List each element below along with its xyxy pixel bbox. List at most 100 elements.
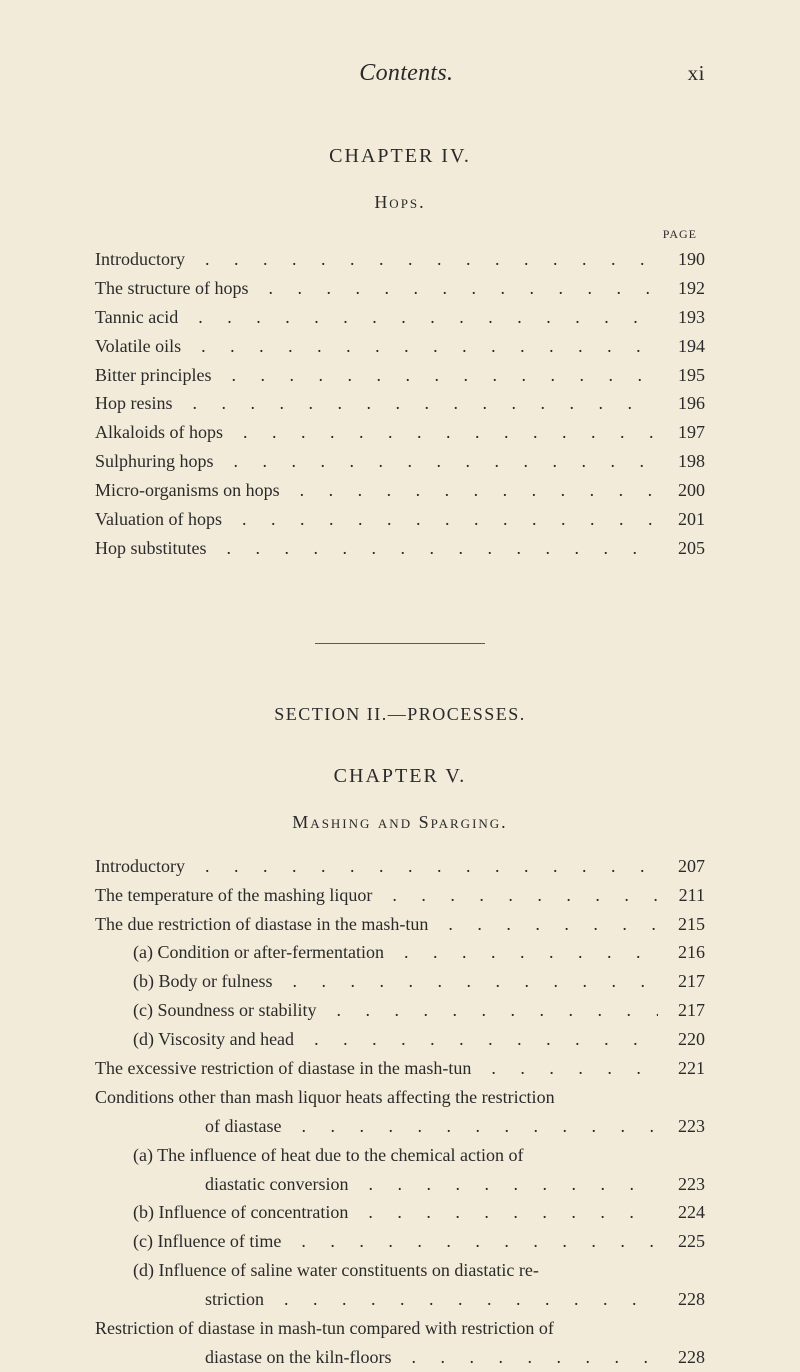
toc-entry-page: 190 — [658, 246, 705, 274]
toc-entry-text: The structure of hops — [95, 275, 248, 303]
header-row: Contents. xi — [95, 60, 705, 87]
toc-entry: (b) Influence of concentration. . . . . … — [95, 1199, 705, 1227]
toc-entry-page: 217 — [658, 997, 705, 1025]
toc-entry-text: (d) Influence of saline water constituen… — [133, 1257, 539, 1285]
toc-entry: (a) The influence of heat due to the che… — [95, 1142, 705, 1170]
toc-entry-text: Conditions other than mash liquor heats … — [95, 1084, 555, 1112]
page-label: PAGE — [95, 227, 705, 242]
toc-entry-text: Tannic acid — [95, 304, 178, 332]
toc-entry-page: 216 — [658, 939, 705, 967]
toc-leader: . . . . . . . . . . . . . . . . — [185, 853, 658, 881]
toc-entry-page: 194 — [658, 333, 705, 361]
toc-entry-text: Sulphuring hops — [95, 448, 214, 476]
toc-leader: . . . . . . . . . . . . . . . . — [272, 968, 658, 996]
toc-leader: . . . . . . . . . . . . . . . . — [281, 1228, 658, 1256]
toc-entry-page: 201 — [658, 506, 705, 534]
toc-leader: . . . . . . . . . . . . . . . . — [391, 1344, 658, 1372]
toc-entry: Micro-organisms on hops. . . . . . . . .… — [95, 477, 705, 505]
toc-entry-page: 221 — [658, 1055, 705, 1083]
chapter-5-heading: CHAPTER V. — [95, 765, 705, 788]
toc-entry: The excessive restriction of diastase in… — [95, 1055, 705, 1083]
chapter-5-entries: Introductory. . . . . . . . . . . . . . … — [95, 853, 705, 1372]
toc-entry-text: Introductory — [95, 853, 185, 881]
toc-entry-text: diastatic conversion — [205, 1171, 348, 1199]
toc-entry: The due restriction of diastase in the m… — [95, 911, 705, 939]
toc-entry: Introductory. . . . . . . . . . . . . . … — [95, 246, 705, 274]
toc-entry: of diastase. . . . . . . . . . . . . . .… — [95, 1113, 705, 1141]
toc-entry-text: Bitter principles — [95, 362, 211, 390]
toc-leader: . . . . . . . . . . . . . . . . — [294, 1026, 658, 1054]
toc-entry: The temperature of the mashing liquor. .… — [95, 882, 705, 910]
toc-entry: The structure of hops. . . . . . . . . .… — [95, 275, 705, 303]
toc-entry: (b) Body or fulness. . . . . . . . . . .… — [95, 968, 705, 996]
toc-entry-text: (c) Influence of time — [133, 1228, 281, 1256]
toc-entry: Introductory. . . . . . . . . . . . . . … — [95, 853, 705, 881]
toc-leader: . . . . . . . . . . . . . . . . — [178, 304, 658, 332]
toc-entry-text: Hop resins — [95, 390, 173, 418]
toc-entry: Tannic acid. . . . . . . . . . . . . . .… — [95, 304, 705, 332]
toc-entry-page: 193 — [658, 304, 705, 332]
toc-entry-text: Hop substitutes — [95, 535, 207, 563]
toc-entry: diastase on the kiln-floors. . . . . . .… — [95, 1344, 705, 1372]
toc-entry: diastatic conversion. . . . . . . . . . … — [95, 1171, 705, 1199]
toc-entry-text: striction — [205, 1286, 264, 1314]
toc-entry: striction. . . . . . . . . . . . . . . .… — [95, 1286, 705, 1314]
page-title: Contents. — [125, 60, 688, 87]
toc-entry: Hop substitutes. . . . . . . . . . . . .… — [95, 535, 705, 563]
toc-leader: . . . . . . . . . . . . . . . . — [264, 1286, 658, 1314]
toc-entry: (c) Influence of time. . . . . . . . . .… — [95, 1228, 705, 1256]
toc-entry: Hop resins. . . . . . . . . . . . . . . … — [95, 390, 705, 418]
toc-entry: Alkaloids of hops. . . . . . . . . . . .… — [95, 419, 705, 447]
toc-entry-text: (a) Condition or after-fermentation — [133, 939, 384, 967]
toc-entry-text: (c) Soundness or stability — [133, 997, 316, 1025]
toc-leader: . . . . . . . . . . . . . . . . — [280, 477, 658, 505]
toc-entry: Volatile oils. . . . . . . . . . . . . .… — [95, 333, 705, 361]
toc-leader: . . . . . . . . . . . . . . . . — [248, 275, 658, 303]
toc-leader: . . . . . . . . . . . . . . . . — [428, 911, 658, 939]
toc-entry-text: Volatile oils — [95, 333, 181, 361]
chapter-5-subheading: Mashing and Sparging. — [95, 812, 705, 833]
toc-entry-text: (d) Viscosity and head — [133, 1026, 294, 1054]
toc-entry: (d) Influence of saline water constituen… — [95, 1257, 705, 1285]
toc-entry-text: (a) The influence of heat due to the che… — [133, 1142, 524, 1170]
toc-leader: . . . . . . . . . . . . . . . . — [348, 1199, 658, 1227]
toc-entry-page: 228 — [658, 1344, 705, 1372]
toc-entry-text: diastase on the kiln-floors — [205, 1344, 391, 1372]
toc-leader: . . . . . . . . . . . . . . . . — [281, 1113, 658, 1141]
toc-leader: . . . . . . . . . . . . . . . . — [222, 506, 658, 534]
toc-entry-text: Micro-organisms on hops — [95, 477, 280, 505]
toc-entry-page: 217 — [658, 968, 705, 996]
toc-leader: . . . . . . . . . . . . . . . . — [223, 419, 658, 447]
toc-leader: . . . . . . . . . . . . . . . . — [214, 448, 658, 476]
toc-entry-text: Alkaloids of hops — [95, 419, 223, 447]
toc-leader: . . . . . . . . . . . . . . . . — [384, 939, 658, 967]
toc-entry-page: 197 — [658, 419, 705, 447]
toc-entry: (d) Viscosity and head. . . . . . . . . … — [95, 1026, 705, 1054]
toc-entry: Bitter principles. . . . . . . . . . . .… — [95, 362, 705, 390]
toc-leader: . . . . . . . . . . . . . . . . — [173, 390, 659, 418]
toc-entry-text: The temperature of the mashing liquor — [95, 882, 372, 910]
toc-entry: Sulphuring hops. . . . . . . . . . . . .… — [95, 448, 705, 476]
toc-entry-page: 198 — [658, 448, 705, 476]
toc-entry-page: 200 — [658, 477, 705, 505]
toc-entry-page: 223 — [658, 1171, 705, 1199]
toc-entry-text: of diastase — [205, 1113, 281, 1141]
toc-entry-page: 211 — [659, 882, 705, 910]
toc-entry-page: 215 — [658, 911, 705, 939]
toc-entry-text: Introductory — [95, 246, 185, 274]
toc-entry-page: 205 — [658, 535, 705, 563]
toc-leader: . . . . . . . . . . . . . . . . — [316, 997, 658, 1025]
toc-leader: . . . . . . . . . . . . . . . . — [348, 1171, 658, 1199]
toc-entry-text: The excessive restriction of diastase in… — [95, 1055, 471, 1083]
toc-entry-page: 196 — [658, 390, 705, 418]
chapter-4-entries: Introductory . . . . . . . . . . . . . . … — [95, 246, 705, 563]
toc-entry: Restriction of diastase in mash-tun comp… — [95, 1315, 705, 1343]
toc-entry-page: 224 — [658, 1199, 705, 1227]
toc-entry-text: Restriction of diastase in mash-tun comp… — [95, 1315, 554, 1343]
toc-entry-page: 192 — [658, 275, 705, 303]
toc-entry-text: (b) Influence of concentration — [133, 1199, 348, 1227]
section-2-heading: SECTION II.—PROCESSES. — [95, 704, 705, 725]
toc-leader: . . . . . . . . . . . . . . . . — [181, 333, 658, 361]
toc-entry-page: 228 — [658, 1286, 705, 1314]
toc-entry-page: 225 — [658, 1228, 705, 1256]
